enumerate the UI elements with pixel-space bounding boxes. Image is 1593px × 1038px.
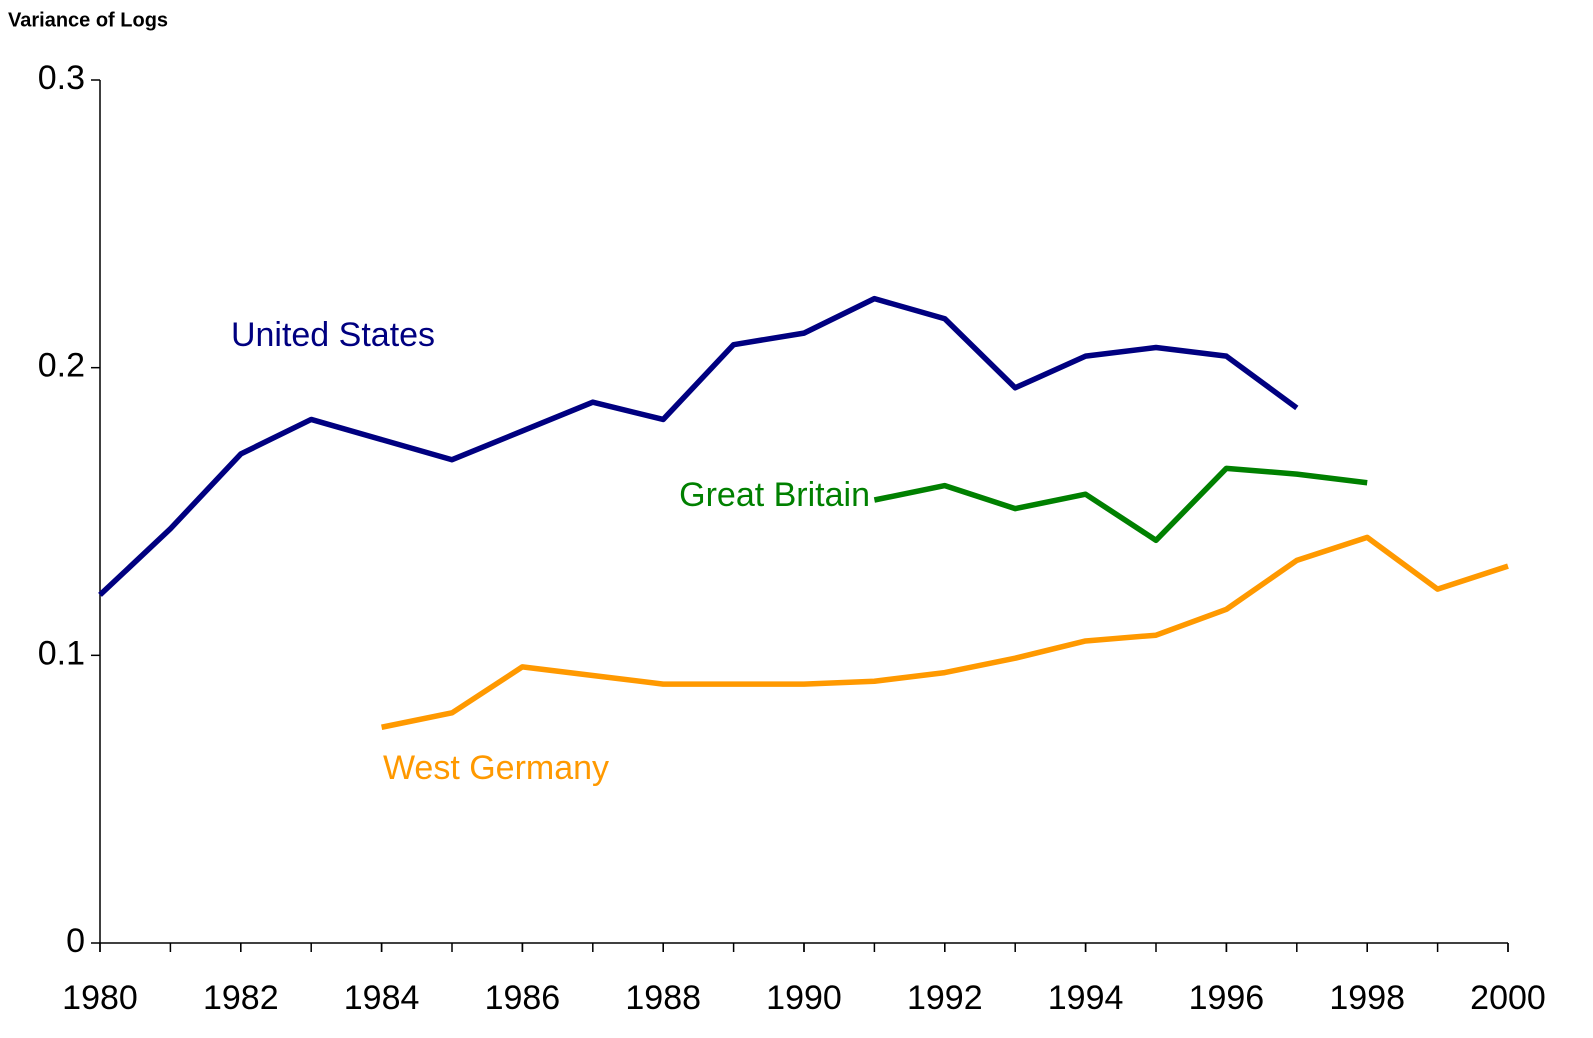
x-tick-label: 1984: [344, 979, 420, 1017]
x-tick-label: 1992: [907, 979, 983, 1017]
series-line: [98, 295, 1299, 597]
x-tick-label: 1998: [1329, 979, 1405, 1017]
series-label: United States: [231, 316, 435, 354]
x-tick-label: 1990: [766, 979, 842, 1017]
x-tick-label: 1980: [62, 979, 138, 1017]
y-tick-label: 0.1: [38, 634, 85, 672]
x-tick-label: 1982: [203, 979, 279, 1017]
x-tick-label: 2000: [1470, 979, 1546, 1017]
series-label: Great Britain: [679, 476, 870, 514]
series-line: [381, 534, 1509, 730]
y-axis-label: Variance of Logs: [8, 9, 168, 31]
y-tick-label: 0.2: [38, 347, 85, 385]
series-line: [873, 465, 1368, 544]
y-tick-label: 0: [66, 922, 85, 960]
y-tick-label: 0.3: [38, 59, 85, 97]
series-label: West Germany: [383, 749, 609, 787]
x-tick-label: 1994: [1048, 979, 1124, 1017]
x-tick-label: 1988: [625, 979, 701, 1017]
x-tick-label: 1986: [485, 979, 561, 1017]
x-tick-label: 1996: [1189, 979, 1265, 1017]
